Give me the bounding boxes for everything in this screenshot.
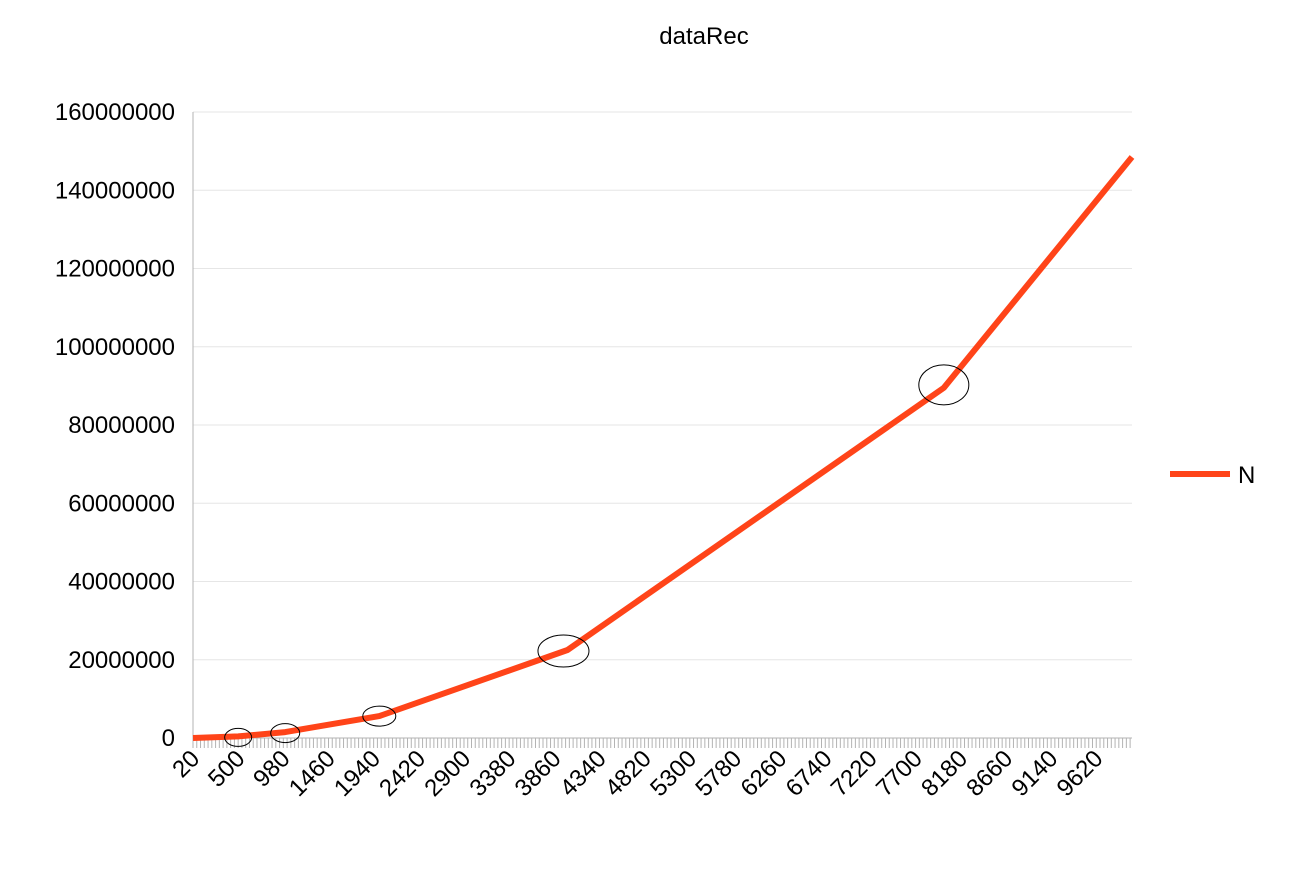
annotation-ellipse bbox=[362, 705, 397, 727]
series-line-n bbox=[192, 155, 1135, 741]
y-tick-label: 80000000 bbox=[68, 412, 175, 439]
annotation-ellipse bbox=[224, 727, 253, 747]
y-tick-label: 20000000 bbox=[68, 647, 175, 674]
y-tick-label: 0 bbox=[162, 725, 175, 752]
annotation-ellipse bbox=[537, 634, 590, 668]
y-tick-label: 40000000 bbox=[68, 569, 175, 596]
y-tick-label: 100000000 bbox=[55, 334, 175, 361]
y-tick-label: 160000000 bbox=[55, 99, 175, 126]
x-tick-label: 3380 bbox=[465, 745, 522, 802]
y-tick-label: 120000000 bbox=[55, 256, 175, 283]
x-axis bbox=[192, 737, 1132, 748]
annotation-group bbox=[224, 364, 970, 747]
annotation-ellipse bbox=[270, 723, 301, 744]
annotation-ellipse bbox=[918, 364, 970, 406]
x-tick-label: 3860 bbox=[510, 745, 567, 802]
y-tick-label: 140000000 bbox=[55, 177, 175, 204]
x-tick-label: 500 bbox=[203, 745, 250, 792]
chart-title: dataRec bbox=[659, 23, 748, 50]
x-tick-label: 6740 bbox=[781, 745, 838, 802]
x-tick-label: 6260 bbox=[736, 745, 793, 802]
legend: N bbox=[1170, 462, 1255, 489]
legend-label-n: N bbox=[1238, 462, 1255, 489]
x-tick-label: 9140 bbox=[1006, 745, 1063, 802]
x-tick-label: 2900 bbox=[419, 745, 476, 802]
x-tick-label: 4820 bbox=[600, 745, 657, 802]
x-tick-label: 8180 bbox=[916, 745, 973, 802]
x-tick-labels: 2050098014601940242029003380386043404820… bbox=[167, 745, 1108, 802]
x-tick-label: 5780 bbox=[690, 745, 747, 802]
x-tick-label: 1940 bbox=[329, 745, 386, 802]
grid-lines bbox=[192, 111, 1132, 739]
x-tick-label: 1460 bbox=[284, 745, 341, 802]
x-tick-label: 7220 bbox=[826, 745, 883, 802]
y-axis: 0 20000000 40000000 60000000 80000000 1000000… bbox=[55, 99, 175, 752]
x-tick-label: 4340 bbox=[555, 745, 612, 802]
x-tick-label: 5300 bbox=[645, 745, 702, 802]
x-tick-label: 2420 bbox=[374, 745, 431, 802]
x-tick-label: 9620 bbox=[1052, 745, 1109, 802]
y-tick-label: 60000000 bbox=[68, 490, 175, 517]
series-group bbox=[192, 155, 1135, 741]
x-tick-label: 7700 bbox=[871, 745, 928, 802]
x-tick-label: 8660 bbox=[961, 745, 1018, 802]
